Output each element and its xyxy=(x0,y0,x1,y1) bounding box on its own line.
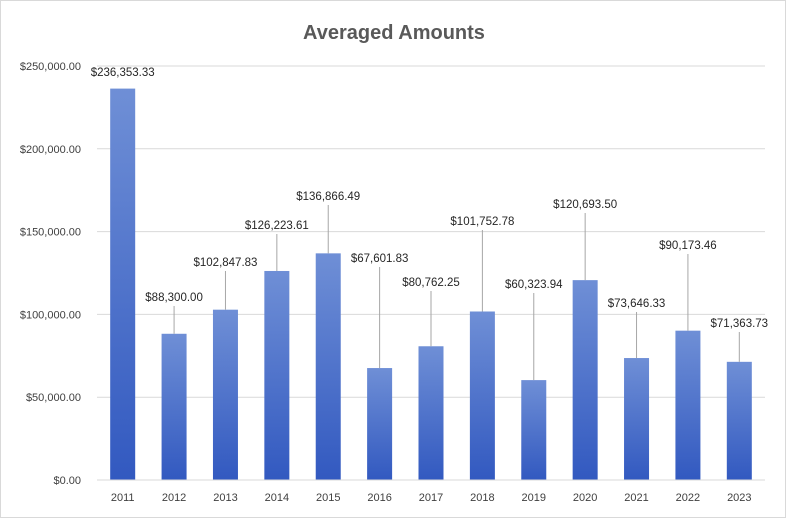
y-axis: $0.00 $50,000.00 $100,000.00 $150,000.00 $20… xyxy=(20,61,81,487)
data-label-2018: $101,752.78 xyxy=(450,216,514,228)
bar-2013 xyxy=(212,309,238,480)
bar-2012 xyxy=(161,333,187,480)
x-tick-label: 2014 xyxy=(265,492,289,504)
y-tick-label: $250,000.00 xyxy=(20,61,81,73)
x-tick-label: 2020 xyxy=(573,492,597,504)
bar-2011 xyxy=(110,88,136,481)
bar-2021 xyxy=(624,358,650,480)
y-tick-label: $100,000.00 xyxy=(20,309,81,321)
bar-2022 xyxy=(675,330,701,480)
leader-lines xyxy=(173,205,740,381)
data-label-2019: $60,323.94 xyxy=(505,279,563,291)
bar-2014 xyxy=(264,270,290,480)
data-label-2020: $120,693.50 xyxy=(553,199,617,211)
data-label-2014: $126,223.61 xyxy=(245,220,309,232)
data-label-2011: $236,353.33 xyxy=(91,67,155,79)
y-tick-label: $150,000.00 xyxy=(20,227,81,239)
bars xyxy=(110,88,752,481)
bar-2020 xyxy=(572,280,598,480)
data-label-2015: $136,866.49 xyxy=(296,191,360,203)
data-label-2012: $88,300.00 xyxy=(145,292,203,304)
bar-2015 xyxy=(315,253,341,480)
x-tick-label: 2019 xyxy=(522,492,546,504)
y-tick-label: $200,000.00 xyxy=(20,144,81,156)
data-label-2016: $67,601.83 xyxy=(351,253,409,265)
data-label-2017: $80,762.25 xyxy=(402,277,460,289)
data-label-2023: $71,363.73 xyxy=(711,318,769,330)
x-axis: 2011 2012 2013 2014 2015 2016 2017 2018 2019 2020… xyxy=(97,479,765,504)
bar-2018 xyxy=(469,311,495,480)
x-tick-label: 2013 xyxy=(213,492,237,504)
bar-2023 xyxy=(726,361,752,480)
data-label-2022: $90,173.46 xyxy=(659,240,717,252)
x-tick-label: 2023 xyxy=(727,492,751,504)
y-tick-label: $50,000.00 xyxy=(26,392,81,404)
x-tick-label: 2022 xyxy=(676,492,700,504)
data-label-2013: $102,847.83 xyxy=(193,257,257,269)
bar-2016 xyxy=(367,368,393,480)
x-tick-label: 2017 xyxy=(419,492,443,504)
x-tick-label: 2016 xyxy=(367,492,391,504)
data-labels: $236,353.33 $88,300.00 $102,847.83 $126,223… xyxy=(91,67,768,330)
x-tick-label: 2021 xyxy=(624,492,648,504)
x-tick-label: 2015 xyxy=(316,492,340,504)
data-label-2021: $73,646.33 xyxy=(608,298,666,310)
chart-title: Averaged Amounts xyxy=(303,22,485,44)
x-tick-label: 2018 xyxy=(470,492,494,504)
y-tick-label: $0.00 xyxy=(53,475,81,487)
x-tick-label: 2012 xyxy=(162,492,186,504)
bar-2017 xyxy=(418,346,444,480)
x-tick-label: 2011 xyxy=(111,492,135,504)
bar-2019 xyxy=(521,380,547,480)
